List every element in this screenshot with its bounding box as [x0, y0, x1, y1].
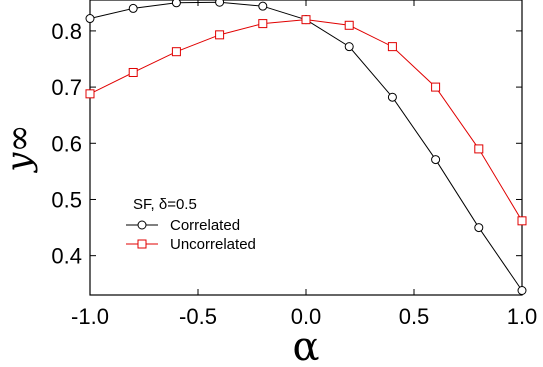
- y-tick-label: 0.6: [51, 131, 82, 156]
- data-point-uncorrelated: [517, 216, 527, 226]
- legend-label-correlated: Correlated: [170, 217, 240, 234]
- data-point-correlated: [258, 1, 268, 11]
- y-tick-label: 0.8: [51, 19, 82, 44]
- data-point-correlated: [431, 155, 441, 165]
- data-point-uncorrelated: [85, 89, 95, 99]
- data-point-uncorrelated: [387, 42, 397, 52]
- data-point-correlated: [344, 42, 354, 52]
- series-line-correlated: [89, 1, 523, 291]
- x-tick-label: 1.0: [507, 304, 538, 329]
- y-tick-labels: 0.4 0.5 0.6 0.7 0.8: [51, 19, 82, 269]
- data-point-uncorrelated: [301, 15, 311, 25]
- x-tick-label: -0.5: [179, 304, 217, 329]
- data-point-uncorrelated: [258, 19, 268, 29]
- legend-marker-uncorrelated: [137, 239, 147, 249]
- series-lines: [89, 1, 523, 291]
- legend-marker-correlated: [137, 220, 147, 230]
- data-point-correlated: [215, 0, 225, 7]
- x-axis-label: α: [292, 324, 319, 367]
- data-point-correlated: [517, 286, 527, 296]
- series-line-uncorrelated: [89, 19, 523, 222]
- data-point-uncorrelated: [474, 144, 484, 154]
- data-point-uncorrelated: [431, 82, 441, 92]
- legend: SF, δ=0.5 Correlated Uncorrelated: [126, 196, 256, 253]
- data-point-correlated: [171, 0, 181, 8]
- data-point-correlated: [85, 14, 95, 24]
- data-point-uncorrelated: [344, 20, 354, 30]
- legend-label-uncorrelated: Uncorrelated: [170, 236, 256, 253]
- plot-frame: [89, 0, 523, 296]
- x-tick-label: 0.5: [399, 304, 430, 329]
- x-tick-label: 0.0: [291, 304, 322, 329]
- x-tick-label: -1.0: [71, 304, 109, 329]
- data-point-correlated: [474, 223, 484, 233]
- data-point-uncorrelated: [215, 30, 225, 40]
- series-markers: [85, 0, 527, 296]
- x-tick-labels: -1.0 -0.5 0.0 0.5 1.0: [71, 304, 537, 329]
- axis-ticks: [89, 0, 523, 295]
- y-axis-label: y∞: [0, 124, 39, 174]
- data-point-correlated: [387, 92, 397, 102]
- y-tick-label: 0.4: [51, 244, 82, 269]
- data-point-uncorrelated: [171, 47, 181, 57]
- data-point-correlated: [128, 3, 138, 13]
- y-tick-label: 0.5: [51, 187, 82, 212]
- legend-title: SF, δ=0.5: [133, 196, 197, 213]
- data-point-uncorrelated: [128, 67, 138, 77]
- y-tick-label: 0.7: [51, 75, 82, 100]
